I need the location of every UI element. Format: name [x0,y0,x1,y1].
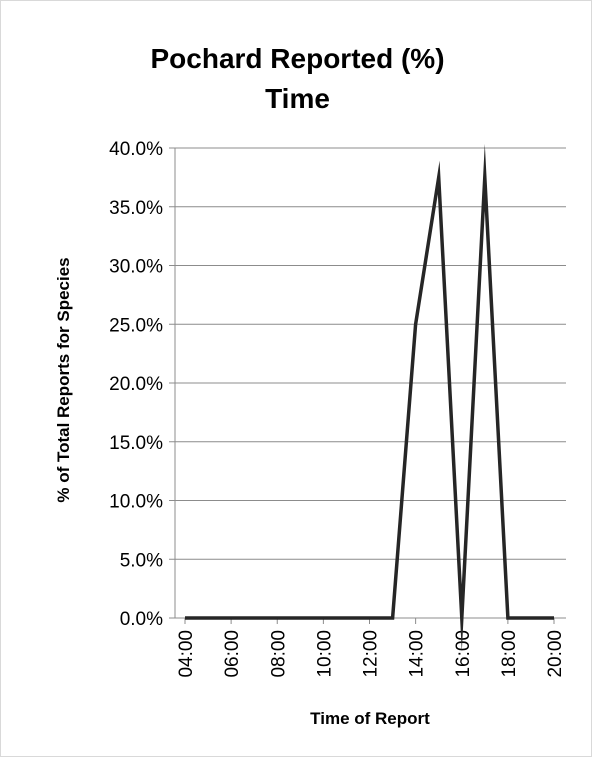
x-tick-label: 18:00 [499,630,520,678]
x-tick-labels: 04:00 06:00 08:00 10:00 12:00 14:00 16:00 18:00… [176,630,566,678]
x-tick-label: 10:00 [314,630,335,678]
chart-title-line-2: Time [265,83,330,114]
y-tick-label: 10.0% [109,492,163,513]
x-tick-label: 20:00 [545,630,566,678]
x-tick-label: 08:00 [268,630,289,678]
y-tick-label: 0.0% [120,609,163,630]
gridlines [175,147,566,560]
x-tick-label: 12:00 [361,630,382,678]
y-tick-labels: 0.0% 5.0% 10.0% 15.0% 20.0% 25.0% 30.0% 35.0% 40… [109,139,163,630]
series-line [185,143,554,652]
y-tick-label: 15.0% [109,433,163,454]
x-tick-label: 04:00 [176,630,197,678]
y-tick-label: 30.0% [109,257,163,278]
x-axis-title: Time of Report [310,709,430,728]
x-tick-label: 06:00 [222,630,243,678]
y-tick-label: 5.0% [120,550,163,571]
y-tick-label: 40.0% [109,139,163,160]
chart-title: Pochard Reported (%) Time [1,39,593,119]
y-tick-label: 25.0% [109,315,163,336]
y-axis-title: % of Total Reports for Species [54,257,73,502]
axes [169,147,566,624]
y-tick-label: 35.0% [109,198,163,219]
y-tick-label: 20.0% [109,374,163,395]
series-layer [184,143,555,652]
x-tick-label: 14:00 [407,630,428,678]
chart-title-line-1: Pochard Reported (%) [150,43,445,74]
x-tick-label: 16:00 [453,630,474,678]
